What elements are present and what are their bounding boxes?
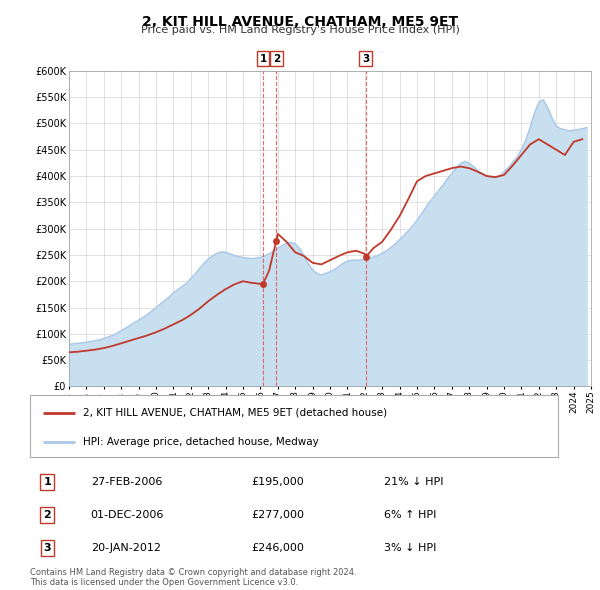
FancyBboxPatch shape (30, 395, 558, 457)
Text: 2, KIT HILL AVENUE, CHATHAM, ME5 9ET: 2, KIT HILL AVENUE, CHATHAM, ME5 9ET (142, 15, 458, 29)
Text: 01-DEC-2006: 01-DEC-2006 (91, 510, 164, 520)
Text: 2, KIT HILL AVENUE, CHATHAM, ME5 9ET (detached house): 2, KIT HILL AVENUE, CHATHAM, ME5 9ET (de… (83, 408, 387, 418)
Text: 3: 3 (44, 543, 51, 553)
Text: 3: 3 (362, 54, 369, 64)
Text: Contains HM Land Registry data © Crown copyright and database right 2024.
This d: Contains HM Land Registry data © Crown c… (30, 568, 356, 587)
Text: £195,000: £195,000 (252, 477, 305, 487)
Text: 27-FEB-2006: 27-FEB-2006 (91, 477, 162, 487)
Text: 1: 1 (259, 54, 266, 64)
Text: 6% ↑ HPI: 6% ↑ HPI (384, 510, 436, 520)
Text: 20-JAN-2012: 20-JAN-2012 (91, 543, 161, 553)
Text: 2: 2 (273, 54, 280, 64)
Text: 3% ↓ HPI: 3% ↓ HPI (384, 543, 436, 553)
Text: HPI: Average price, detached house, Medway: HPI: Average price, detached house, Medw… (83, 437, 319, 447)
Text: 21% ↓ HPI: 21% ↓ HPI (384, 477, 443, 487)
Text: Price paid vs. HM Land Registry's House Price Index (HPI): Price paid vs. HM Land Registry's House … (140, 25, 460, 35)
Text: £277,000: £277,000 (252, 510, 305, 520)
Text: 1: 1 (44, 477, 51, 487)
Text: 2: 2 (44, 510, 51, 520)
Text: £246,000: £246,000 (252, 543, 305, 553)
